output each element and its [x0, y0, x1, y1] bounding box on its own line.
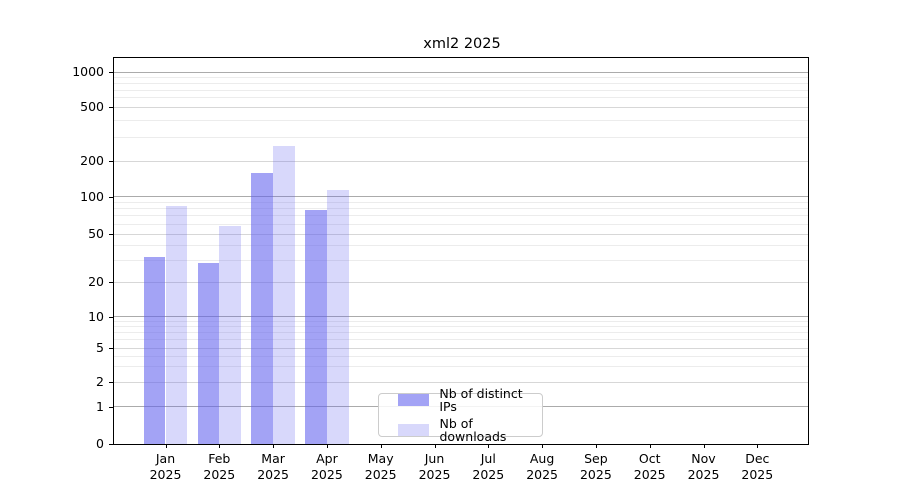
x-tick-mark	[434, 444, 436, 448]
x-tick-mark	[649, 444, 651, 448]
major-gridline	[114, 196, 808, 198]
x-tick-mark	[380, 444, 382, 448]
minor-gridline	[114, 223, 808, 225]
x-tick-mark	[219, 444, 221, 448]
bar-distinct-ips-mar-2025	[251, 172, 274, 444]
y-axis-tick-label: 100	[80, 188, 104, 204]
bar-downloads-feb-2025	[219, 226, 241, 444]
plot-area	[113, 57, 809, 445]
y-axis-tick-label: 1000	[72, 64, 104, 79]
minor-gridline	[114, 201, 808, 203]
labeled-gridline	[114, 160, 808, 162]
bar-downloads-jan-2025	[165, 206, 188, 444]
y-tick-mark	[109, 382, 113, 383]
x-axis-tick-label: May 2025	[364, 451, 397, 482]
x-axis-tick-label: Apr 2025	[310, 451, 343, 482]
x-tick-mark	[757, 444, 759, 448]
y-axis-tick-label: 20	[88, 274, 104, 289]
y-axis-tick-label: 200	[80, 153, 104, 168]
bar-distinct-ips-feb-2025	[197, 262, 220, 444]
y-tick-mark	[109, 234, 113, 235]
minor-gridline	[114, 119, 808, 121]
x-axis-tick-label: Oct 2025	[633, 451, 666, 482]
minor-gridline	[114, 215, 808, 217]
x-axis-tick-label: Jan 2025	[149, 451, 182, 482]
legend-swatch-downloads	[398, 424, 430, 436]
major-gridline	[114, 71, 808, 73]
x-tick-mark	[488, 444, 490, 448]
labeled-gridline	[114, 106, 808, 108]
y-axis-tick-label: 5	[96, 340, 104, 355]
legend-item-downloads: Nb of downloads	[398, 417, 542, 443]
x-axis-tick-label: Nov 2025	[687, 451, 720, 482]
x-tick-mark	[326, 444, 328, 448]
minor-gridline	[114, 320, 808, 322]
minor-gridline	[114, 326, 808, 328]
x-tick-mark	[273, 444, 275, 448]
x-axis-tick-label: Feb 2025	[203, 451, 236, 482]
labeled-gridline	[114, 347, 808, 349]
minor-gridline	[114, 89, 808, 91]
y-tick-mark	[109, 161, 113, 162]
minor-gridline	[114, 332, 808, 334]
y-axis-tick-label: 1	[96, 398, 104, 414]
x-tick-mark	[165, 444, 167, 448]
y-axis-tick-label: 10	[88, 308, 104, 324]
x-axis-tick-label: Aug 2025	[526, 451, 558, 482]
minor-gridline	[114, 339, 808, 341]
major-gridline	[114, 316, 808, 318]
minor-gridline	[114, 82, 808, 84]
minor-gridline	[114, 136, 808, 138]
bar-downloads-apr-2025	[326, 189, 349, 444]
y-tick-mark	[109, 444, 113, 445]
y-axis-tick-label: 0	[96, 436, 104, 451]
y-axis-tick-label: 50	[88, 226, 104, 241]
legend-label-downloads: Nb of downloads	[439, 416, 507, 444]
minor-gridline	[114, 245, 808, 247]
y-axis-tick-label: 2	[96, 374, 104, 389]
minor-gridline	[114, 366, 808, 368]
minor-gridline	[114, 97, 808, 99]
x-axis-tick-label: Dec 2025	[741, 451, 774, 482]
x-axis-tick-label: Jul 2025	[472, 451, 505, 482]
y-tick-mark	[109, 196, 113, 198]
x-axis-tick-label: Mar 2025	[257, 451, 289, 482]
minor-gridline	[114, 355, 808, 357]
x-tick-mark	[703, 444, 705, 448]
x-axis-tick-label: Jun 2025	[418, 451, 451, 482]
x-tick-mark	[542, 444, 544, 448]
minor-gridline	[114, 260, 808, 262]
bar-distinct-ips-jan-2025	[143, 257, 166, 444]
x-tick-mark	[595, 444, 597, 448]
labeled-gridline	[114, 233, 808, 235]
legend-label-distinct-ips: Nb of distinct IPs	[439, 386, 523, 414]
bar-downloads-mar-2025	[273, 145, 295, 444]
y-tick-mark	[109, 406, 113, 408]
y-tick-mark	[109, 348, 113, 349]
labeled-gridline	[114, 281, 808, 283]
y-tick-mark	[109, 72, 113, 73]
bar-distinct-ips-apr-2025	[305, 210, 327, 444]
legend: Nb of distinct IPs Nb of downloads	[378, 387, 543, 443]
labeled-gridline	[114, 381, 808, 383]
legend-swatch-distinct-ips	[398, 394, 430, 406]
x-axis-tick-label: Sep 2025	[579, 451, 612, 482]
y-tick-mark	[109, 316, 113, 318]
legend-item-distinct-ips: Nb of distinct IPs	[398, 387, 542, 413]
chart-title: xml2 2025	[423, 36, 501, 52]
y-tick-mark	[109, 107, 113, 108]
minor-gridline	[114, 76, 808, 78]
minor-gridline	[114, 208, 808, 210]
y-axis-tick-label: 500	[80, 99, 104, 114]
y-tick-mark	[109, 282, 113, 283]
